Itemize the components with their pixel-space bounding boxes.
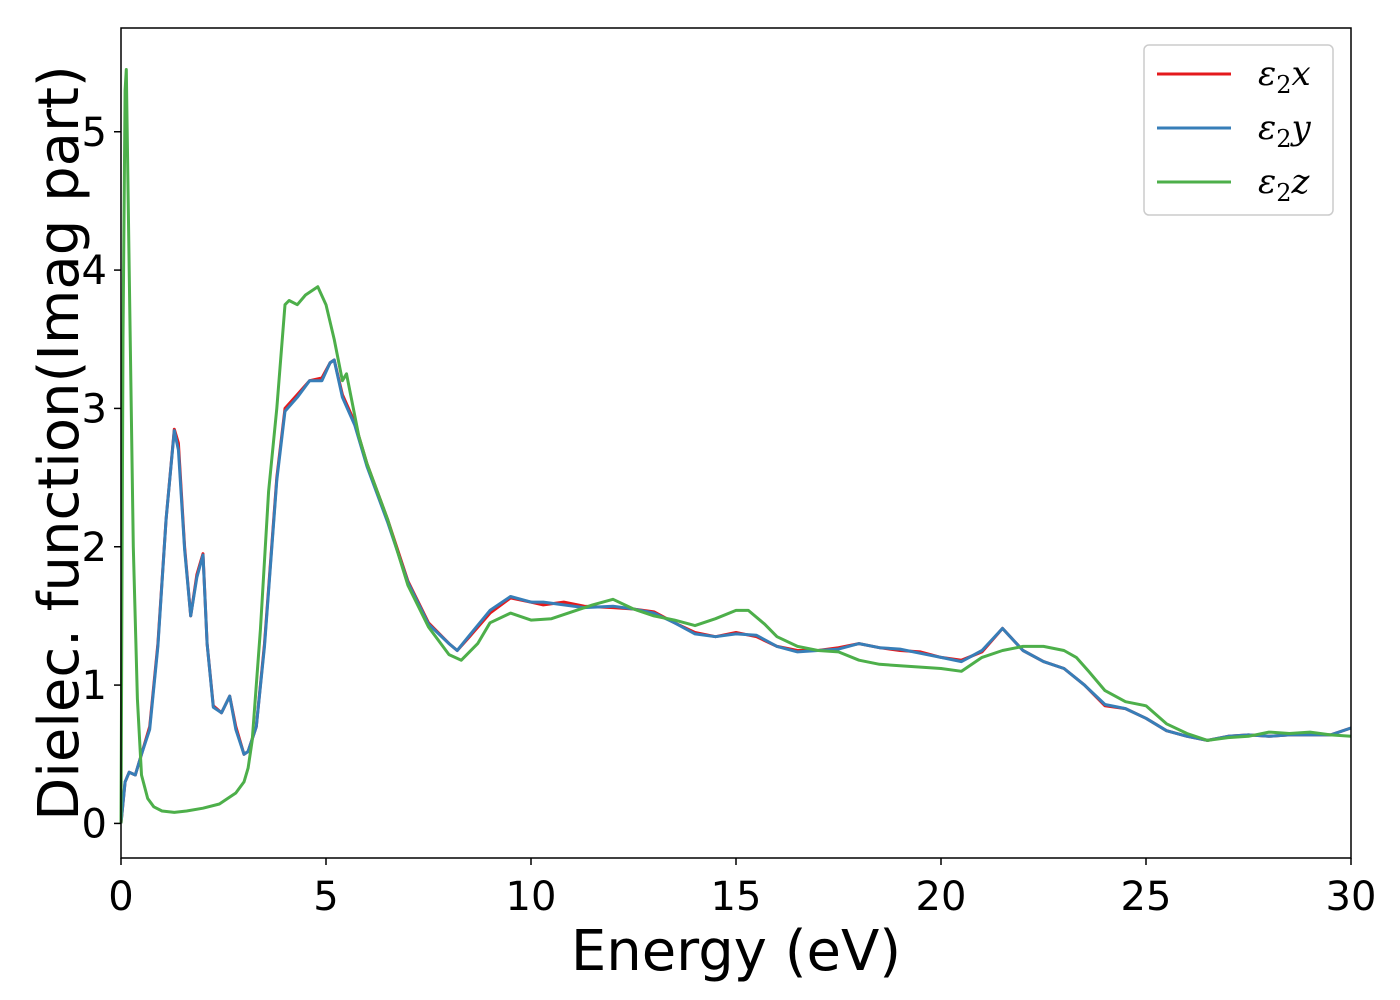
- y-tick-label: 0: [82, 801, 107, 847]
- x-tick-label: 30: [1326, 874, 1377, 920]
- x-axis-label: Energy (eV): [571, 919, 901, 984]
- x-tick-label: 25: [1121, 874, 1172, 920]
- x-tick-label: 0: [108, 874, 133, 920]
- y-tick-label: 2: [82, 525, 107, 571]
- y-tick-label: 4: [82, 248, 107, 294]
- series-line-z: [119, 68, 1352, 824]
- legend-box: [1143, 44, 1334, 216]
- legend-label-y: ε2y: [1258, 108, 1312, 153]
- series-line-x: [119, 358, 1352, 824]
- x-tick-label: 5: [313, 874, 338, 920]
- legend-label-x: ε2x: [1258, 54, 1311, 99]
- y-tick-label: 1: [82, 663, 107, 709]
- x-axis: 0 5 10 15 20 25 30: [108, 858, 1376, 920]
- series-layer: [119, 68, 1352, 824]
- x-tick-label: 10: [506, 874, 557, 920]
- legend-label-z: ε2z: [1258, 162, 1311, 207]
- y-tick-label: 5: [82, 110, 107, 156]
- y-axis: 0 1 2 3 4 5: [82, 110, 121, 847]
- series-line-y: [119, 358, 1352, 824]
- x-tick-label: 20: [916, 874, 967, 920]
- legend: ε2x ε2y ε2z: [1143, 44, 1334, 216]
- x-tick-label: 15: [711, 874, 762, 920]
- y-axis-label: Dielec. function(Imag part): [27, 65, 92, 821]
- y-tick-label: 3: [82, 386, 107, 432]
